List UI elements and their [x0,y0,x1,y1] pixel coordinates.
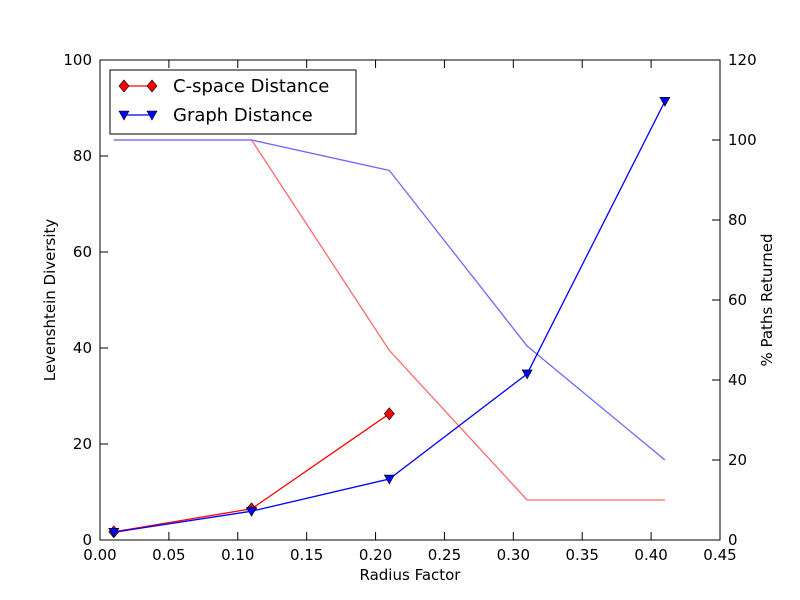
y2-tick-label: 100 [728,131,757,149]
y-tick-label: 80 [73,147,92,165]
series-layer [108,96,671,539]
graph-distance-point [246,506,258,517]
y-tick-label: 0 [82,531,92,549]
y2-tick-label: 120 [728,51,757,69]
y2-axis-label: % Paths Returned [758,233,776,366]
c-space-distance-point [383,407,395,421]
y2-tick-label: 80 [728,211,747,229]
x-tick-label: 0.35 [566,546,599,564]
ticks: 0.00 0.05 0.10 0.15 0.20 0.25 0.30 0.35 0.40 0.45… [63,51,756,564]
legend-marker-graph-right [146,110,158,121]
legend-label-graph: Graph Distance [173,105,313,126]
y-tick-label: 20 [73,435,92,453]
series-3-line [113,139,666,461]
y2-tick-label: 40 [728,371,747,389]
graph-distance-point [659,96,671,107]
x-axis-label: Radius Factor [360,566,462,584]
y-axis-label: Levenshtein Diversity [41,219,59,382]
graph-distance-point [383,474,395,485]
legend-label-cspace: C-space Distance [173,76,329,97]
x-tick-label: 0.15 [290,546,323,564]
x-tick-label: 0.20 [359,546,392,564]
y-tick-label: 60 [73,243,92,261]
legend-marker-cspace-right [146,79,158,93]
x-tick-label: 0.25 [428,546,461,564]
x-tick-label: 0.40 [634,546,667,564]
x-tick-label: 0.45 [703,546,736,564]
graph-distance-point [521,369,533,380]
graph-distance-point [108,528,120,538]
x-tick-label: 0.05 [152,546,185,564]
y2-tick-label: 60 [728,291,747,309]
legend-marker-cspace-left [118,79,130,93]
legend-marker-graph-left [118,110,130,121]
legend: C-space Distance Graph Distance [109,69,357,135]
y-tick-label: 40 [73,339,92,357]
x-tick-label: 0.10 [221,546,254,564]
y-tick-label: 100 [63,51,92,69]
x-tick-label: 0.30 [497,546,530,564]
y2-tick-label: 0 [728,531,738,549]
y2-tick-label: 20 [728,451,747,469]
legend-box [109,69,357,135]
x-tick-label: 0.00 [83,546,116,564]
